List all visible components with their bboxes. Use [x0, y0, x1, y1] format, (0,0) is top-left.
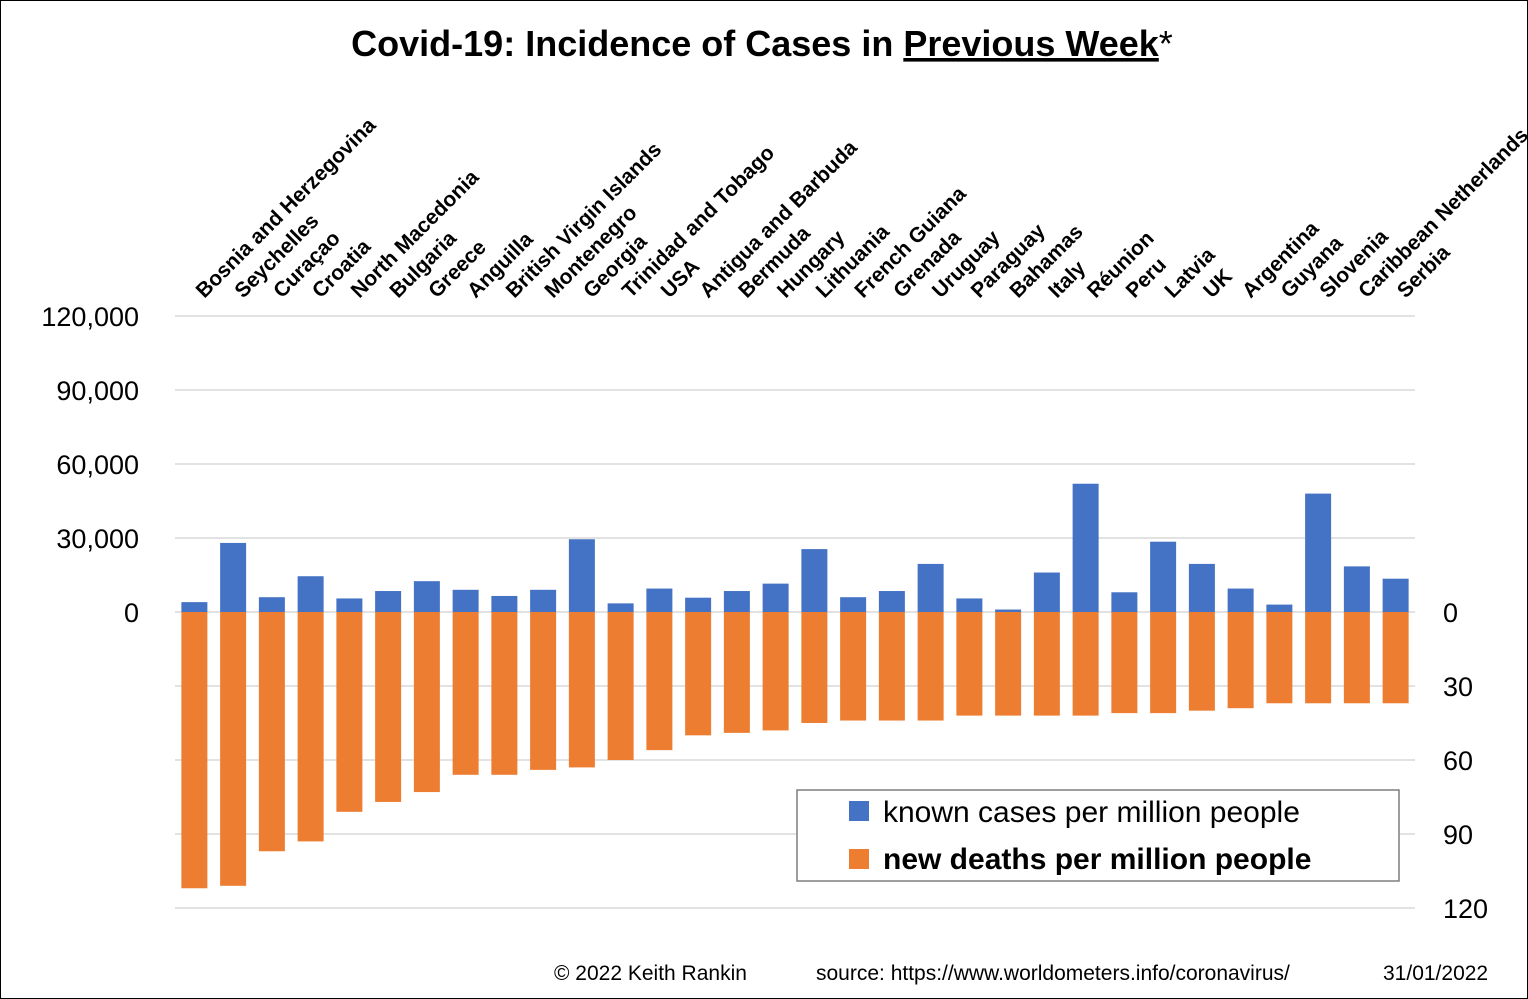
bar-deaths: [1150, 612, 1177, 714]
bar-cases: [336, 598, 363, 612]
legend-swatch-cases: [849, 801, 869, 821]
bar-deaths: [1305, 612, 1332, 704]
bar-cases: [917, 563, 944, 612]
bar-cases: [181, 602, 208, 612]
bar-deaths: [723, 612, 750, 733]
bar-deaths: [1343, 612, 1370, 704]
bar-cases: [1188, 563, 1215, 612]
bar-cases: [1033, 572, 1060, 612]
chart-title: Covid-19: Incidence of Cases in Previous…: [351, 23, 1173, 64]
bar-cases: [995, 609, 1022, 612]
bar-deaths: [452, 612, 479, 775]
bar-cases: [491, 595, 518, 612]
y-left-tick-label: 120,000: [41, 302, 139, 332]
bar-deaths: [1033, 612, 1060, 716]
bar-cases: [840, 597, 867, 612]
legend-label-cases: known cases per million people: [883, 796, 1300, 829]
y-left-tick-label: 0: [124, 598, 139, 628]
bar-deaths: [258, 612, 285, 852]
bar-cases: [801, 549, 828, 612]
bar-cases: [1266, 604, 1293, 612]
bar-cases: [1072, 483, 1099, 612]
chart-title-suffix: *: [1159, 23, 1173, 64]
bar-deaths: [413, 612, 440, 793]
axis-ticks: 120,000 90,000 60,000 30,000 0 0 30 60 90 120: [41, 302, 1488, 924]
chart-title-main: Covid-19: Incidence of Cases in: [351, 23, 903, 64]
category-label: Caribbean Netherlands: [1354, 124, 1527, 303]
chart-title-emphasis: Previous Week: [903, 23, 1159, 64]
bar-cases: [1343, 566, 1370, 612]
y-right-tick-label: 90: [1443, 820, 1473, 850]
bar-deaths: [607, 612, 634, 760]
y-right-tick-label: 60: [1443, 746, 1473, 776]
y-right-tick-label: 30: [1443, 672, 1473, 702]
category-labels: Bosnia and HerzegovinaSeychellesCuraçaoC…: [192, 114, 1527, 303]
bar-cases: [762, 583, 789, 612]
bar-deaths: [297, 612, 324, 842]
y-left-tick-label: 90,000: [56, 376, 139, 406]
bar-deaths: [801, 612, 828, 723]
bar-cases: [878, 591, 905, 612]
bar-deaths: [1382, 612, 1409, 704]
bar-cases: [1382, 578, 1409, 612]
bar-deaths: [220, 612, 247, 886]
bar-deaths: [1227, 612, 1254, 709]
bar-deaths: [646, 612, 673, 751]
bar-cases: [568, 539, 595, 612]
bar-cases: [1305, 493, 1332, 612]
legend-label-deaths: new deaths per million people: [883, 843, 1311, 876]
legend-box: [796, 789, 1400, 882]
footer-source: source: https://www.worldometers.info/co…: [816, 962, 1290, 985]
footer-copyright: © 2022 Keith Rankin: [554, 962, 747, 985]
bar-cases: [297, 576, 324, 612]
legend: known cases per million people new death…: [796, 789, 1400, 882]
bar-cases: [1150, 541, 1177, 612]
bar-cases: [956, 598, 983, 612]
legend-swatch-deaths: [849, 849, 869, 869]
bar-cases: [452, 589, 479, 612]
bar-deaths: [181, 612, 208, 889]
bar-cases: [258, 597, 285, 612]
bar-cases: [723, 591, 750, 612]
bar-cases: [413, 581, 440, 612]
bar-deaths: [530, 612, 557, 770]
bar-cases: [607, 603, 634, 612]
y-left-tick-label: 30,000: [56, 524, 139, 554]
bar-deaths: [491, 612, 518, 775]
bar-cases: [375, 591, 402, 612]
bar-cases: [1111, 592, 1138, 612]
bar-deaths: [1111, 612, 1138, 714]
bar-deaths: [1188, 612, 1215, 711]
bar-deaths: [995, 612, 1022, 716]
bar-deaths: [1072, 612, 1099, 716]
bar-deaths: [762, 612, 789, 731]
bar-deaths: [568, 612, 595, 768]
y-right-tick-label: 0: [1443, 598, 1458, 628]
y-left-tick-label: 60,000: [56, 450, 139, 480]
bar-cases: [685, 597, 712, 612]
footer: © 2022 Keith Rankin source: https://www.…: [554, 962, 1488, 985]
bar-deaths: [685, 612, 712, 736]
bar-deaths: [956, 612, 983, 716]
footer-date: 31/01/2022: [1383, 962, 1488, 985]
bar-deaths: [1266, 612, 1293, 704]
bar-deaths: [917, 612, 944, 721]
bar-deaths: [336, 612, 363, 812]
bars: [181, 483, 1409, 889]
bar-cases: [530, 589, 557, 612]
y-right-tick-label: 120: [1443, 894, 1488, 924]
bar-cases: [1227, 588, 1254, 612]
bar-deaths: [840, 612, 867, 721]
bar-deaths: [878, 612, 905, 721]
bar-deaths: [375, 612, 402, 802]
bar-cases: [646, 588, 673, 612]
bar-cases: [220, 542, 247, 612]
